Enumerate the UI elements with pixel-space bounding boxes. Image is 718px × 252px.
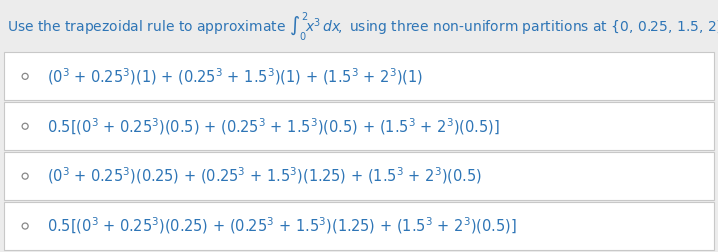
- Text: 0.5[(0$^3$ + 0.25$^3$)(0.25) + (0.25$^3$ + 1.5$^3$)(1.25) + (1.5$^3$ + 2$^3$)(0.: 0.5[(0$^3$ + 0.25$^3$)(0.25) + (0.25$^3$…: [47, 216, 517, 236]
- Ellipse shape: [22, 123, 28, 129]
- FancyBboxPatch shape: [4, 202, 714, 250]
- Text: (0$^3$ + 0.25$^3$)(1) + (0.25$^3$ + 1.5$^3$)(1) + (1.5$^3$ + 2$^3$)(1): (0$^3$ + 0.25$^3$)(1) + (0.25$^3$ + 1.5$…: [47, 66, 423, 87]
- Text: (0$^3$ + 0.25$^3$)(0.25) + (0.25$^3$ + 1.5$^3$)(1.25) + (1.5$^3$ + 2$^3$)(0.5): (0$^3$ + 0.25$^3$)(0.25) + (0.25$^3$ + 1…: [47, 166, 482, 186]
- Text: Use the trapezoidal rule to approximate $\int_0^2\!x^3\,dx\!,$ using three non-u: Use the trapezoidal rule to approximate …: [7, 10, 718, 43]
- Ellipse shape: [22, 223, 28, 229]
- Ellipse shape: [22, 73, 28, 79]
- Text: 0.5[(0$^3$ + 0.25$^3$)(0.5) + (0.25$^3$ + 1.5$^3$)(0.5) + (1.5$^3$ + 2$^3$)(0.5): 0.5[(0$^3$ + 0.25$^3$)(0.5) + (0.25$^3$ …: [47, 116, 500, 137]
- FancyBboxPatch shape: [4, 52, 714, 100]
- Ellipse shape: [22, 173, 28, 179]
- FancyBboxPatch shape: [4, 102, 714, 150]
- FancyBboxPatch shape: [4, 152, 714, 200]
